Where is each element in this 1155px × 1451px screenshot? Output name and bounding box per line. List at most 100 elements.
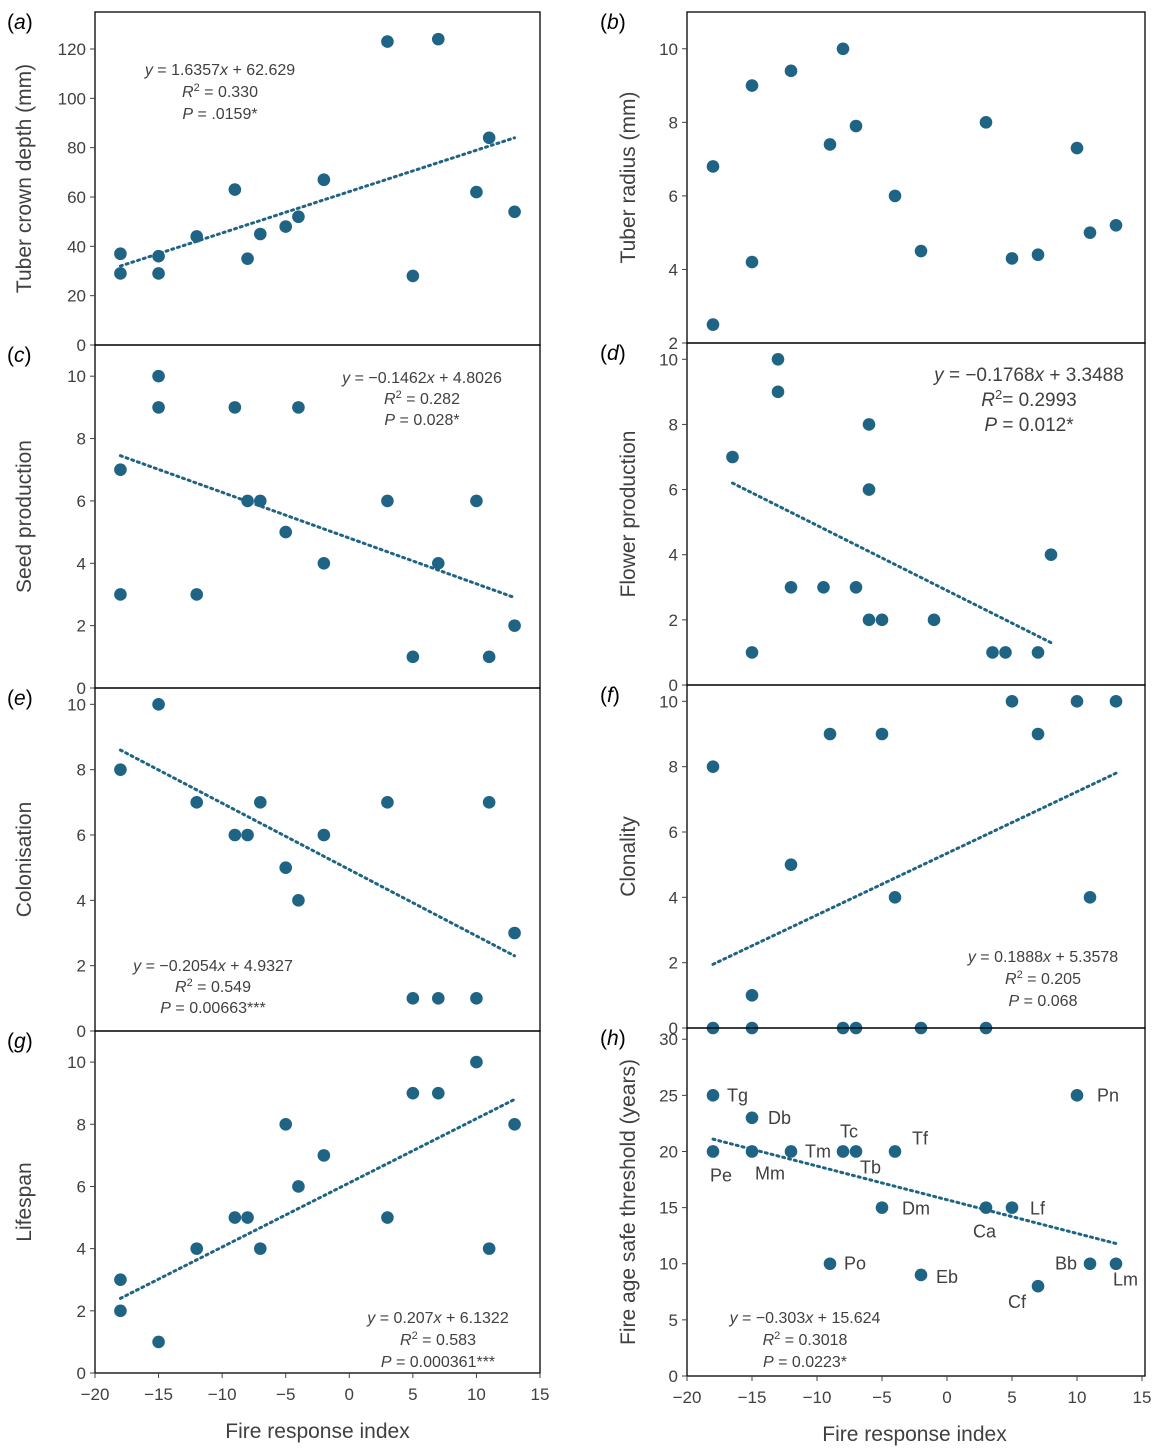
data-point xyxy=(1070,141,1084,155)
data-point xyxy=(152,698,165,711)
x-tick-label: 5 xyxy=(408,1385,417,1404)
data-point xyxy=(1083,891,1097,904)
x-axis-label: Fire response index xyxy=(822,1423,1007,1446)
data-point xyxy=(1109,695,1123,708)
y-tick-label: 20 xyxy=(659,1142,678,1161)
data-point xyxy=(317,1149,331,1162)
regression-annotation-line: y = −0.1768x + 3.3488 xyxy=(932,365,1124,386)
panel-label: (f) xyxy=(600,684,620,707)
data-point xyxy=(152,1335,165,1349)
data-point xyxy=(406,1086,420,1100)
data-point xyxy=(279,525,293,539)
regression-annotation-line: y = 1.6357x + 62.629 xyxy=(144,62,295,79)
data-point xyxy=(745,255,759,269)
data-point xyxy=(431,1086,445,1100)
y-tick-label: 2 xyxy=(77,617,86,636)
data-point xyxy=(152,401,165,414)
data-point xyxy=(979,116,993,129)
y-axis-label: Tuber crown depth (mm) xyxy=(13,64,36,293)
y-tick-label: 5 xyxy=(669,1311,678,1330)
data-point xyxy=(253,227,267,241)
data-point xyxy=(1005,252,1019,265)
data-point xyxy=(114,763,127,776)
y-tick-label: 15 xyxy=(659,1199,678,1218)
panel-letter: c xyxy=(14,344,25,367)
y-tick-label: 6 xyxy=(669,481,678,500)
y-tick-label: 8 xyxy=(669,113,678,132)
data-point xyxy=(470,992,483,1005)
data-point xyxy=(1083,1257,1097,1271)
data-point xyxy=(1005,1201,1019,1214)
panel-label: (c) xyxy=(7,344,32,367)
data-point xyxy=(836,1145,850,1158)
data-point xyxy=(849,1145,863,1158)
data-point xyxy=(862,483,876,496)
plot-frame xyxy=(94,687,541,1032)
data-point xyxy=(470,494,483,508)
x-tick-label: −10 xyxy=(803,1388,832,1407)
y-tick-label: 10 xyxy=(67,1053,86,1072)
data-point xyxy=(279,220,293,233)
data-point xyxy=(745,79,759,92)
y-tick-label: 2 xyxy=(77,957,86,976)
regression-annotation-line: P = 0.012* xyxy=(984,415,1074,436)
regression-annotation-line: R2 = 0.330 xyxy=(182,82,258,101)
panel-b: 2 4 6 8 10 Tuber radius (mm) (b) xyxy=(600,11,1146,353)
x-tick-label: −10 xyxy=(208,1385,237,1404)
data-point xyxy=(508,926,521,940)
y-tick-label: 6 xyxy=(669,823,678,842)
data-point xyxy=(292,401,305,414)
data-point xyxy=(1005,695,1019,708)
point-label: Lm xyxy=(1113,1270,1138,1290)
y-tick-label: 8 xyxy=(77,761,86,780)
data-point xyxy=(190,796,204,809)
data-point xyxy=(849,119,863,133)
data-point xyxy=(253,494,267,508)
regression-annotation-line: R2 = 0.205 xyxy=(1005,969,1081,988)
panel-c: 0 2 4 6 8 10 Seed production (c) y = −0.1462x + … xyxy=(7,344,541,698)
data-point xyxy=(228,1211,242,1224)
data-point xyxy=(726,450,739,464)
data-point xyxy=(114,1304,127,1318)
x-tick-label: 0 xyxy=(942,1388,951,1407)
y-tick-label: 2 xyxy=(669,334,678,353)
y-tick-label: 80 xyxy=(67,139,86,158)
data-point xyxy=(771,352,785,366)
data-point xyxy=(1109,1257,1123,1271)
x-tick-label: −20 xyxy=(81,1385,110,1404)
y-tick-label: 8 xyxy=(669,415,678,434)
regression-annotation-line: R2= 0.2993 xyxy=(981,387,1076,412)
trend-line xyxy=(118,748,517,958)
x-tick-label: 0 xyxy=(345,1385,354,1404)
data-point xyxy=(152,369,165,383)
y-tick-label: 6 xyxy=(77,492,86,511)
data-point xyxy=(706,760,720,773)
data-point xyxy=(508,619,521,632)
data-point xyxy=(406,650,420,664)
data-point xyxy=(888,189,902,203)
data-point xyxy=(745,989,759,1002)
panel-h: 0 5 10 15 20 25 30 Fire age safe threshold (yea… xyxy=(600,1027,1151,1446)
regression-annotation-line: y = 0.207x + 6.1322 xyxy=(366,1310,509,1327)
regression-annotation-line: P = 0.000361*** xyxy=(381,1354,495,1371)
point-label: Pe xyxy=(710,1165,732,1185)
data-point xyxy=(823,138,837,151)
data-point xyxy=(914,1268,928,1282)
panel-e: 0 2 4 6 8 10 Colonisation (e) y = −0.2054x + 4.9… xyxy=(7,687,541,1041)
y-tick-label: 6 xyxy=(77,1177,86,1196)
y-axis-label: Seed production xyxy=(13,440,36,593)
x-tick-label: −20 xyxy=(673,1388,702,1407)
data-point xyxy=(114,267,127,280)
panel-a: 0 20 40 60 80 100 120 Tuber crown depth (mm) (a)… xyxy=(7,11,541,355)
panel-letter: h xyxy=(607,1027,619,1050)
panel-label: (d) xyxy=(600,342,626,365)
regression-annotation-line: P = 0.00663*** xyxy=(160,1000,265,1017)
y-tick-label: 0 xyxy=(77,679,86,698)
panel-label: (b) xyxy=(600,11,626,34)
data-point xyxy=(979,1201,993,1214)
regression-annotation-line: P = .0159* xyxy=(182,106,257,123)
trend-line xyxy=(731,481,1053,645)
y-tick-label: 100 xyxy=(58,89,86,108)
data-point xyxy=(482,1242,496,1255)
y-tick-label: 10 xyxy=(659,40,678,59)
